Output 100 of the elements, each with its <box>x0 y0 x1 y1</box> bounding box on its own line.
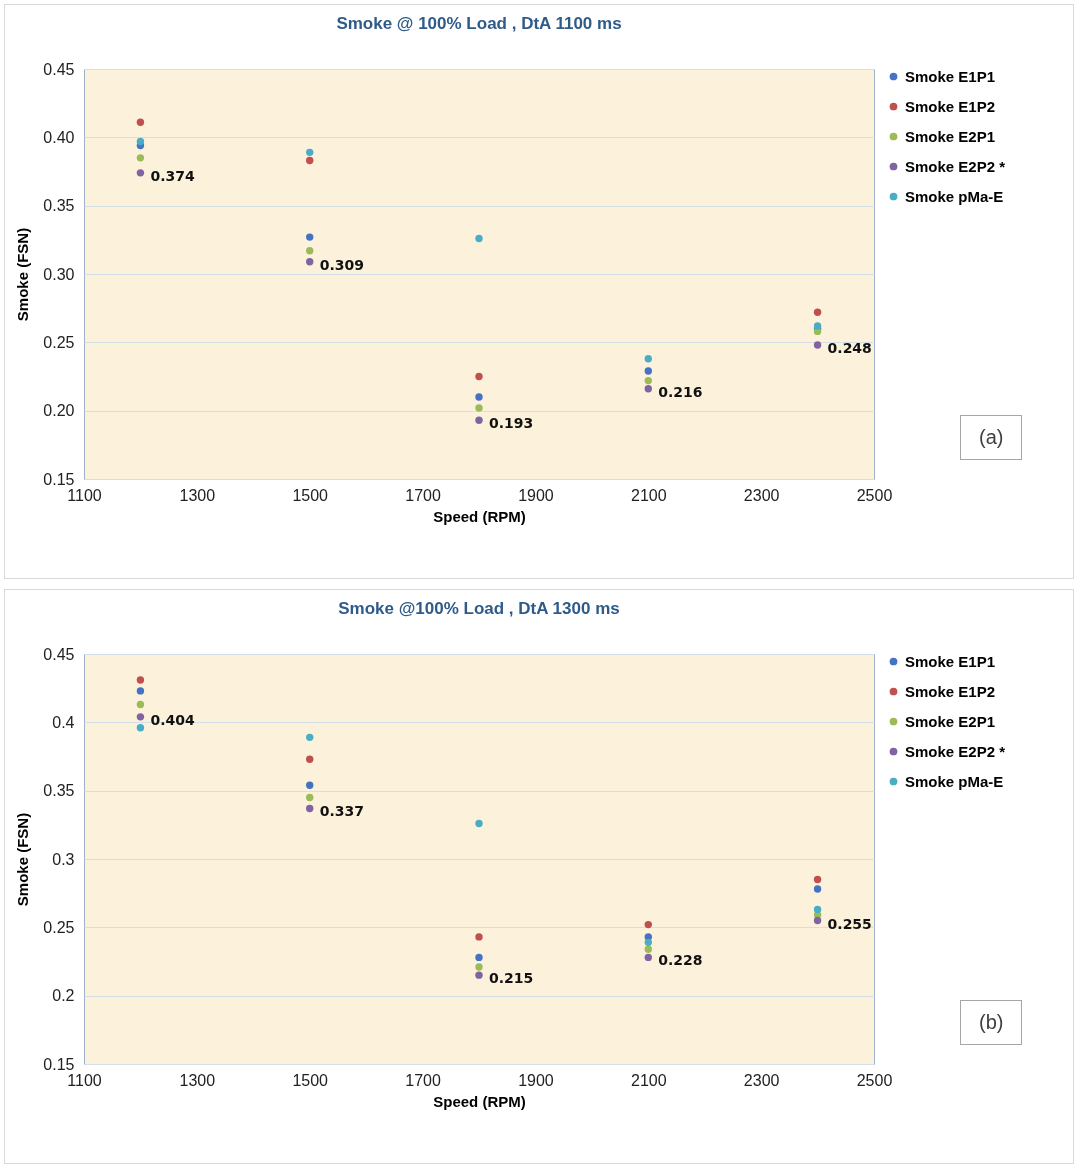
y-tick-label: 0.15 <box>43 1055 75 1073</box>
legend-label: Smoke E1P1 <box>905 67 996 85</box>
legend-label: Smoke E2P1 <box>905 127 996 145</box>
point <box>644 355 652 363</box>
legend-label: Smoke pMa-E <box>905 772 1004 790</box>
y-tick-label: 0.25 <box>43 918 75 936</box>
point <box>813 308 822 316</box>
y-tick-label: 0.30 <box>43 265 75 283</box>
point <box>136 118 145 126</box>
x-tick-label: 1500 <box>292 1071 329 1089</box>
y-tick-label: 0.25 <box>43 333 75 351</box>
legend-label: Smoke E1P1 <box>905 652 996 670</box>
data-label: 0.228 <box>658 952 703 969</box>
y-tick-label: 0.45 <box>43 60 75 78</box>
point <box>475 963 483 971</box>
point <box>306 755 314 763</box>
x-tick-label: 1900 <box>518 486 554 504</box>
point <box>306 156 314 165</box>
point <box>306 233 314 241</box>
point <box>475 393 483 401</box>
point <box>136 700 145 709</box>
x-tick-label: 1100 <box>67 486 102 504</box>
x-tick-label: 1700 <box>405 486 441 504</box>
chart-title: Smoke @ 100% Load , DtA 1100 ms <box>336 14 622 33</box>
point <box>813 875 822 884</box>
y-tick-label: 0.20 <box>43 402 75 420</box>
data-label: 0.193 <box>489 415 534 432</box>
point <box>475 416 483 424</box>
y-tick-label: 0.35 <box>43 782 75 800</box>
data-label: 0.404 <box>150 711 195 728</box>
x-axis-title: Speed (RPM) <box>433 1092 526 1110</box>
point <box>475 953 483 962</box>
x-tick-label: 2100 <box>630 486 667 504</box>
y-tick-label: 0.3 <box>52 850 75 868</box>
x-tick-label: 2300 <box>743 1071 780 1089</box>
point <box>475 933 483 941</box>
legend-label: Smoke E2P1 <box>905 712 996 730</box>
y-axis-title: Smoke (FSN) <box>14 227 32 322</box>
point <box>813 885 822 893</box>
legend-label: Smoke E1P2 <box>905 682 996 700</box>
data-label: 0.216 <box>658 383 703 400</box>
x-tick-label: 2100 <box>630 1071 667 1089</box>
point <box>136 713 145 721</box>
x-tick-label: 2500 <box>856 1071 893 1089</box>
point <box>136 169 145 177</box>
point <box>475 819 483 828</box>
point <box>306 793 314 802</box>
point <box>475 404 483 412</box>
x-tick-label: 1300 <box>179 1071 216 1089</box>
legend-label: Smoke E2P2 * <box>905 742 1006 760</box>
point <box>475 372 483 381</box>
x-tick-label: 1700 <box>405 1071 441 1089</box>
y-tick-label: 0.4 <box>52 713 75 731</box>
point <box>136 154 145 162</box>
point <box>306 781 314 789</box>
point <box>306 804 314 813</box>
x-tick-label: 1500 <box>292 486 329 504</box>
x-tick-label: 1100 <box>67 1071 102 1089</box>
data-label: 0.215 <box>489 970 534 987</box>
point <box>813 905 822 914</box>
x-axis-title: Speed (RPM) <box>433 507 526 525</box>
point <box>475 234 483 243</box>
y-axis-title: Smoke (FSN) <box>14 812 32 907</box>
point <box>475 971 483 979</box>
x-tick-label: 1900 <box>518 1071 554 1089</box>
point <box>306 258 314 266</box>
point <box>306 733 314 742</box>
x-tick-label: 2300 <box>743 486 780 504</box>
point <box>306 247 314 255</box>
point <box>644 920 652 929</box>
data-label: 0.374 <box>150 167 195 184</box>
chart-title: Smoke @100% Load , DtA 1300 ms <box>338 599 620 618</box>
point <box>306 148 314 157</box>
y-tick-label: 0.35 <box>43 197 75 215</box>
x-tick-label: 2500 <box>856 486 893 504</box>
data-label: 0.248 <box>827 340 872 357</box>
data-label: 0.337 <box>319 803 365 820</box>
text: (a) <box>960 415 1023 460</box>
point <box>813 341 822 349</box>
point <box>644 953 652 962</box>
point <box>136 687 145 695</box>
point <box>136 137 145 146</box>
x-tick-label: 1300 <box>179 486 216 504</box>
point <box>644 385 652 393</box>
point <box>644 367 652 375</box>
y-tick-label: 0.2 <box>52 987 75 1005</box>
y-tick-label: 0.45 <box>43 645 75 663</box>
point <box>136 724 145 732</box>
y-tick-label: 0.15 <box>43 470 75 488</box>
legend-label: Smoke pMa-E <box>905 187 1004 205</box>
point <box>644 945 652 953</box>
data-label: 0.255 <box>827 915 872 932</box>
point <box>136 676 145 684</box>
legend-label: Smoke E1P2 <box>905 97 996 115</box>
text: (b) <box>960 1000 1023 1045</box>
point <box>644 938 652 947</box>
y-tick-label: 0.40 <box>43 128 75 146</box>
point <box>644 376 652 385</box>
data-label: 0.309 <box>319 256 365 273</box>
point <box>813 916 822 925</box>
